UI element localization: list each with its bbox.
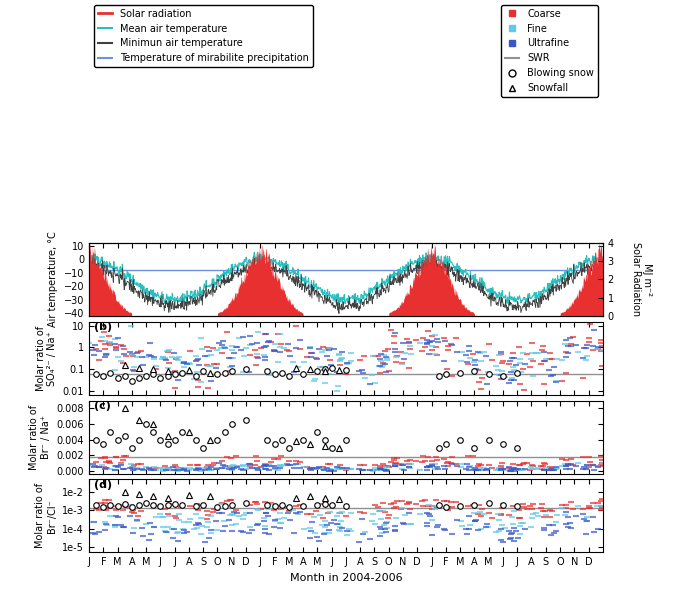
X-axis label: Month in 2004-2006: Month in 2004-2006 [290, 573, 402, 583]
Text: (b): (b) [94, 322, 112, 333]
Text: (c): (c) [94, 401, 111, 412]
Text: (a): (a) [94, 304, 112, 314]
Legend: Coarse, Fine, Ultrafine, SWR, Blowing snow, Snowfall: Coarse, Fine, Ultrafine, SWR, Blowing sn… [501, 5, 598, 97]
Y-axis label: Molar ratio of
Br⁻/Cl⁻: Molar ratio of Br⁻/Cl⁻ [35, 483, 57, 549]
Text: (d): (d) [94, 480, 112, 490]
Y-axis label: MJ m⁻²
Solar Radiation: MJ m⁻² Solar Radiation [631, 242, 652, 316]
Y-axis label: Molar ratio of
Br⁻ / Na⁺: Molar ratio of Br⁻ / Na⁺ [29, 404, 51, 470]
Legend: Solar radiation, Mean air temperature, Minimun air temperature, Temperature of m: Solar radiation, Mean air temperature, M… [94, 5, 313, 67]
Y-axis label: Molar ratio of
SO₄²⁻ / Na⁺: Molar ratio of SO₄²⁻ / Na⁺ [36, 325, 58, 391]
Y-axis label: Air temperature, °C: Air temperature, °C [48, 231, 58, 327]
